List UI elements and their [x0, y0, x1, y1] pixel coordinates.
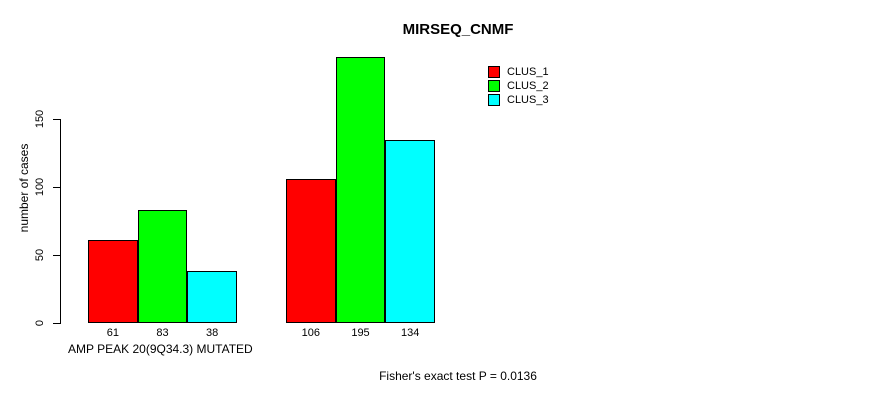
chart-title: MIRSEQ_CNMF	[402, 21, 514, 38]
legend-item-clus_1: CLUS_1	[488, 65, 549, 79]
y-tick-mark	[53, 254, 60, 256]
y-axis-line	[60, 118, 61, 324]
y-tick-mark	[53, 118, 60, 120]
bar-value-label: 61	[106, 327, 119, 339]
legend-item-clus_2: CLUS_2	[488, 79, 549, 93]
y-tick-label: 150	[34, 109, 46, 128]
legend-label: CLUS_2	[507, 80, 549, 92]
y-tick-label: 50	[34, 248, 46, 261]
y-tick-label: 0	[34, 319, 46, 327]
bar-clus_1-group2	[286, 178, 336, 323]
legend-swatch-icon	[488, 94, 500, 106]
legend: CLUS_1 CLUS_2 CLUS_3	[488, 65, 549, 107]
legend-item-clus_3: CLUS_3	[488, 93, 549, 107]
bar-clus_3-group1	[187, 271, 237, 323]
y-tick-mark	[53, 323, 60, 324]
bar-value-label: 195	[351, 327, 370, 339]
y-axis-title: number of cases	[17, 143, 31, 233]
bar-value-label: 106	[301, 327, 321, 339]
legend-swatch-icon	[488, 80, 500, 92]
legend-label: CLUS_1	[507, 66, 549, 78]
bar-value-label: 134	[400, 327, 420, 339]
bar-clus_3-group2	[385, 140, 435, 323]
y-tick-mark	[53, 186, 60, 188]
y-tick-label: 100	[34, 177, 46, 196]
legend-swatch-icon	[488, 66, 500, 78]
legend-label: CLUS_3	[507, 94, 549, 106]
x-category-label: AMP PEAK 20(9Q34.3) MUTATED	[68, 342, 253, 356]
bar-clus_2-group2	[335, 57, 386, 323]
footnote-fisher-test: Fisher's exact test P = 0.0136	[379, 369, 537, 383]
bar-value-label: 38	[206, 327, 219, 339]
bar-clus_2-group1	[137, 209, 188, 323]
bar-value-label: 83	[156, 327, 169, 339]
bar-clus_1-group1	[88, 239, 138, 323]
